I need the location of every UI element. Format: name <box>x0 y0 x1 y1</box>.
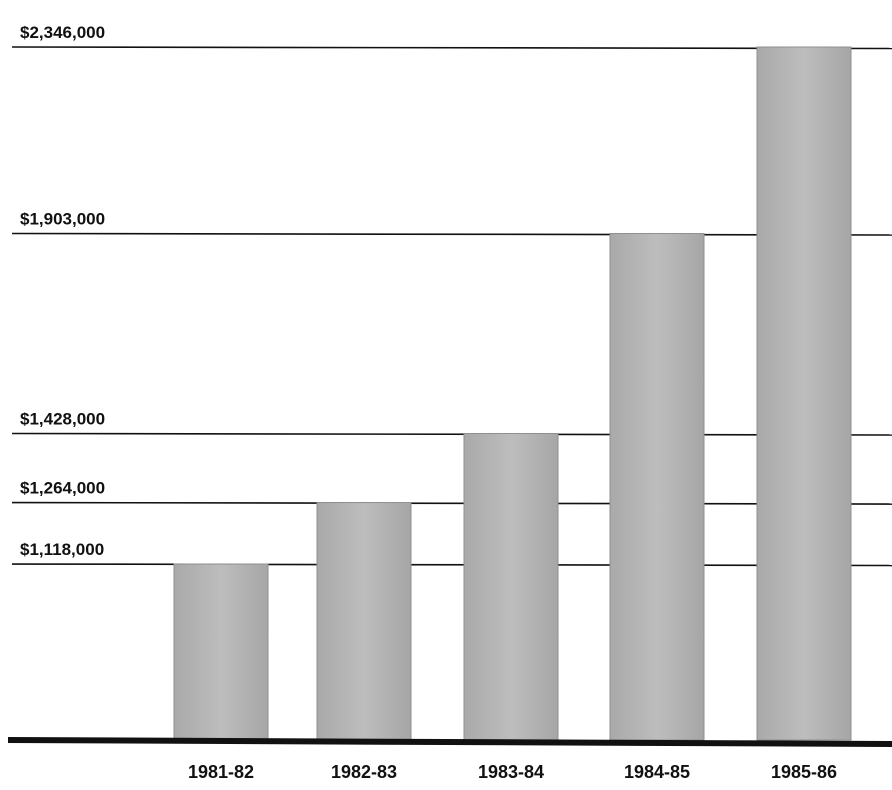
category-label-1982-83: 1982-83 <box>331 762 397 782</box>
value-label-1985-86: $2,346,000 <box>20 23 105 42</box>
category-label-1985-86: 1985-86 <box>771 762 837 782</box>
category-labels: 1981-82 1982-83 1983-84 1984-85 1985-86 <box>188 762 837 782</box>
value-label-1982-83: $1,264,000 <box>20 479 105 498</box>
value-label-1983-84: $1,428,000 <box>20 409 105 428</box>
value-line-1984-85 <box>11 232 892 236</box>
value-label-1981-82: $1,118,000 <box>20 540 104 559</box>
value-line-1985-86 <box>11 46 892 50</box>
category-label-1984-85: 1984-85 <box>624 762 690 782</box>
bar-1982-83 <box>316 502 412 741</box>
value-line-1981-82 <box>11 563 892 567</box>
bar-1981-82 <box>173 563 269 741</box>
value-line-1982-83 <box>11 501 892 505</box>
value-lines <box>11 46 892 567</box>
value-line-1983-84 <box>11 432 892 436</box>
value-labels: $1,118,000 $1,264,000 $1,428,000 $1,903,000… <box>20 23 105 559</box>
bar-1983-84 <box>463 432 559 741</box>
bar-1984-85 <box>609 233 705 741</box>
x-axis-baseline <box>7 737 892 747</box>
category-label-1981-82: 1981-82 <box>188 762 254 782</box>
bar-1985-86 <box>756 46 852 741</box>
bars <box>173 46 852 741</box>
category-label-1983-84: 1983-84 <box>478 762 544 782</box>
value-label-1984-85: $1,903,000 <box>20 210 105 229</box>
